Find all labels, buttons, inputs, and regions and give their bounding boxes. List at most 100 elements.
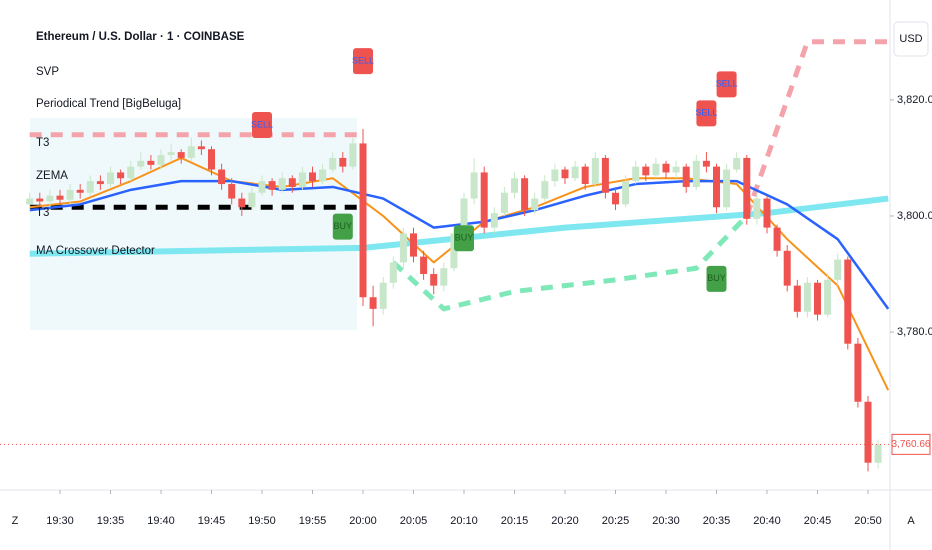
legend-item[interactable]: T3 (36, 207, 49, 219)
x-tick-label: 19:30 (46, 515, 74, 527)
candle-body (197, 146, 205, 150)
candle-body (36, 198, 44, 202)
legend-item[interactable]: MA Crossover Detector (36, 245, 155, 257)
unit-label[interactable]: USD (899, 33, 922, 45)
signal-label: SELL (352, 55, 374, 65)
x-tick-label: 20:05 (400, 515, 428, 527)
candle-body (783, 250, 791, 286)
candle-body (511, 178, 518, 193)
candle-body (612, 192, 619, 205)
candle-body (773, 227, 781, 251)
candle-body (66, 189, 74, 200)
x-tick-label: 20:00 (349, 515, 377, 527)
last-price-label: 3,760.66 (892, 439, 931, 450)
candle-body (460, 198, 468, 234)
candle-body (854, 343, 862, 402)
candle-body (864, 401, 872, 463)
x-tick-label: 20:30 (652, 515, 680, 527)
corner-right[interactable]: A (907, 515, 915, 527)
candle-body (844, 259, 852, 344)
candle-body (814, 282, 821, 315)
candle-body (470, 172, 478, 199)
candle-body (692, 160, 700, 187)
candle-body (389, 262, 397, 283)
candle-body (581, 166, 589, 185)
candle-body (521, 178, 529, 211)
symbol-title: Ethereum / U.S. Dollar · 1 · COINBASE (36, 31, 245, 43)
last-price-tag (891, 433, 931, 455)
x-tick-label: 19:35 (97, 515, 125, 527)
candle-body (137, 160, 145, 167)
candle-body (803, 282, 811, 312)
candle-body (571, 166, 579, 179)
indicator-line (391, 214, 749, 312)
candle-body (743, 157, 751, 219)
candle-body (349, 143, 357, 167)
candle-body (369, 297, 377, 309)
signal-label: BUY (455, 233, 474, 243)
candle-body (450, 233, 458, 269)
candle-body (723, 169, 731, 208)
legend-item[interactable]: ZEMA (36, 170, 68, 182)
candle-body (430, 274, 438, 286)
candle-body (541, 181, 549, 199)
x-tick-label: 19:45 (198, 515, 226, 527)
signal-label: SELL (695, 108, 717, 118)
corner-left[interactable]: Z (12, 515, 19, 527)
candle-body (733, 157, 741, 170)
candle-body (86, 181, 94, 193)
candle-body (713, 166, 720, 208)
legend-item[interactable]: SVP (36, 66, 59, 78)
candle-body (531, 198, 539, 211)
x-tick-label: 19:40 (147, 515, 175, 527)
x-tick-label: 20:40 (753, 515, 781, 527)
candle-body (309, 172, 316, 182)
candle-body (339, 157, 347, 167)
candle-body (268, 181, 276, 190)
candle-body (359, 143, 367, 298)
legend-item[interactable]: Periodical Trend [BigBeluga] (36, 98, 181, 110)
signal-label: BUY (334, 221, 353, 231)
candle-body (96, 181, 104, 185)
candle-body (500, 192, 508, 214)
candle-body (157, 155, 165, 165)
signal-box (706, 265, 727, 292)
candle-body (278, 178, 286, 190)
candle-body (672, 166, 680, 173)
indicator-line (744, 39, 889, 217)
signal-box (716, 71, 737, 98)
candle-body (420, 256, 428, 275)
candle-body (329, 157, 337, 170)
candle-body (147, 160, 155, 165)
candle-body (218, 169, 226, 185)
x-tick-label: 19:50 (248, 515, 276, 527)
candle-body (622, 181, 630, 205)
signal-box (332, 213, 353, 240)
candle-body (682, 166, 690, 187)
candle-body (753, 198, 761, 219)
signal-box (353, 48, 373, 75)
candle-body (561, 169, 569, 179)
candle-body (793, 285, 801, 312)
candle-body (490, 213, 498, 228)
candle-body (632, 166, 640, 182)
candle-body (601, 157, 609, 193)
x-tick-label: 20:15 (501, 515, 529, 527)
legend: Ethereum / U.S. Dollar · 1 · COINBASE SV… (36, 31, 245, 257)
candle-body (874, 444, 882, 463)
candle-body (127, 166, 135, 179)
candle-body (167, 152, 175, 156)
y-tick-label: 3,800.00 (897, 210, 932, 222)
candle-body (824, 279, 832, 315)
x-tick-label: 20:25 (602, 515, 630, 527)
y-tick-label: 3,820.00 (897, 94, 932, 106)
candle-body (399, 233, 407, 263)
signal-box (252, 111, 272, 138)
candle-body (480, 172, 488, 228)
unit-button[interactable] (893, 21, 929, 57)
signal-box (454, 225, 474, 252)
candle-body (187, 146, 195, 158)
signal-label: SELL (251, 119, 273, 129)
legend-item[interactable]: T3 (36, 137, 49, 149)
